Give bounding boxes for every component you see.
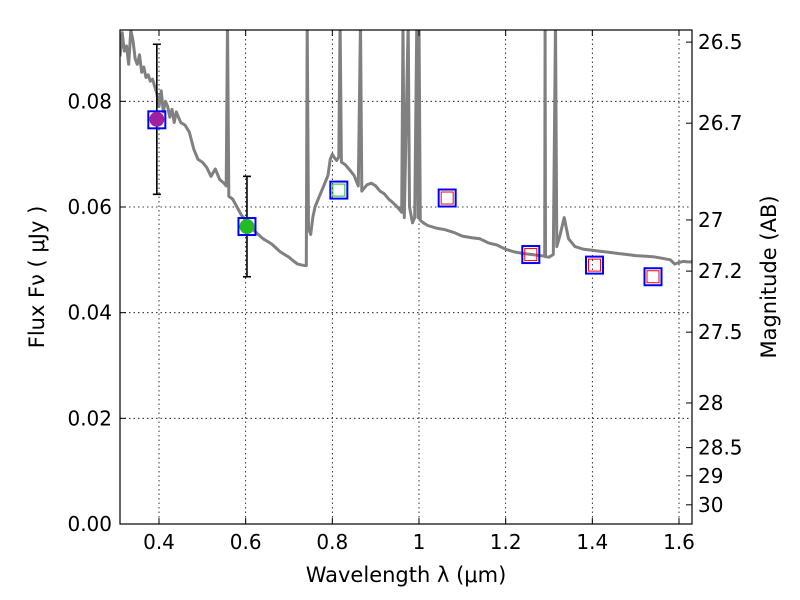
x-tick-label: 0.4	[143, 530, 175, 554]
y2-tick-label: 27.5	[698, 320, 743, 344]
x-tick-label: 1.2	[490, 530, 522, 554]
model-sed-line	[120, 30, 692, 268]
y-axis-title: Flux Fν ( μJy )	[25, 206, 49, 349]
plot-area	[120, 30, 692, 268]
ticks: 0.4 0.6 0.8 1 1.2 1.4 1.6 0.00 0.02 0.04 0.06 0.08 2…	[67, 30, 743, 554]
observed-upper-limit-point	[588, 258, 601, 272]
observed-upper-limit-point	[524, 248, 538, 262]
y2-axis-title: Magnitude (AB)	[757, 195, 781, 358]
x-tick-label: 1	[413, 530, 426, 554]
model-flux-square	[585, 255, 604, 275]
observed-detection-point	[149, 111, 165, 127]
y2-tick-label: 30	[698, 493, 723, 517]
x-tick-label: 0.8	[316, 530, 348, 554]
model-flux-square	[643, 267, 663, 287]
y2-tick-label: 28	[698, 391, 723, 415]
model-flux-square	[521, 245, 541, 265]
observed-upper-limit-point	[646, 270, 660, 284]
x-tick-label: 1.4	[576, 530, 608, 554]
y2-tick-label: 29	[698, 464, 723, 488]
x-tick-label: 1.6	[663, 530, 695, 554]
markers	[147, 43, 663, 287]
y-tick-label: 0.06	[67, 195, 112, 219]
model-flux-square	[437, 188, 457, 208]
y2-tick-label: 26.5	[698, 30, 743, 54]
x-axis-title: Wavelength λ (μm)	[306, 563, 507, 587]
model-flux-square	[329, 180, 349, 200]
x-tick-label: 0.6	[230, 530, 262, 554]
y-tick-label: 0.08	[67, 89, 112, 113]
observed-upper-limit-point	[332, 183, 346, 197]
plot-frame	[119, 29, 693, 525]
y-tick-label: 0.00	[67, 512, 112, 536]
y-tick-label: 0.02	[67, 406, 112, 430]
y2-tick-label: 27	[698, 208, 723, 232]
y2-tick-label: 28.5	[698, 436, 743, 460]
y2-tick-label: 27.2	[698, 259, 743, 283]
y-tick-label: 0.04	[67, 301, 112, 325]
observed-upper-limit-point	[440, 191, 454, 205]
model-flux-square	[147, 110, 167, 130]
observed-detection-point	[239, 219, 255, 235]
y2-tick-label: 26.7	[698, 111, 743, 135]
model-flux-square	[237, 217, 257, 237]
